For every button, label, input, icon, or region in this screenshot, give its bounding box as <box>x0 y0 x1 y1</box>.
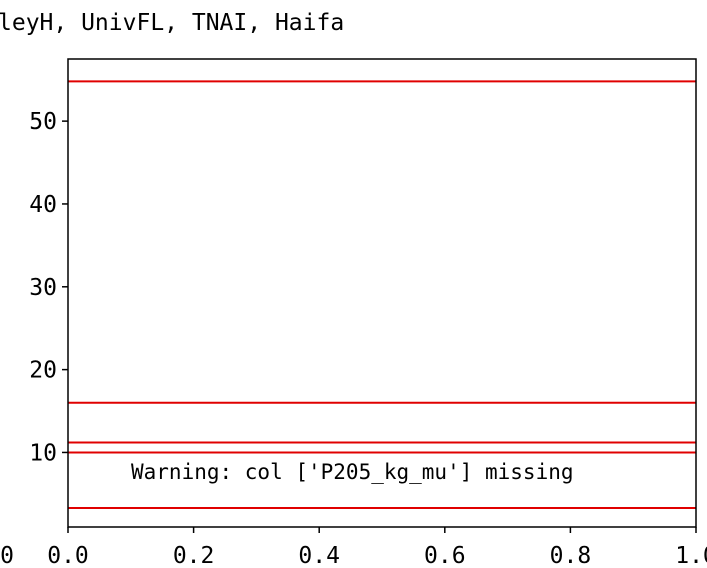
x-tick-label: 0.6 <box>424 543 466 568</box>
reference-lines <box>68 80 696 509</box>
y-tick-label: 40 <box>29 192 57 218</box>
y-tick-label: 30 <box>29 275 57 301</box>
x-tick-label: 0.0 <box>47 543 89 568</box>
x-axis: 0.0 0.2 0.4 0.6 0.8 1.0 <box>47 527 707 568</box>
y-tick-label: 10 <box>29 440 57 466</box>
x-tick-label: 1.0 <box>675 543 707 568</box>
x-tick-label: 0.2 <box>173 543 215 568</box>
x-tick-label: 0.8 <box>550 543 592 568</box>
clipped-tick-label: 0 <box>0 543 14 568</box>
chart-title: leyH, UnivFL, TNAI, Haifa <box>0 10 344 36</box>
plot-frame <box>67 58 697 528</box>
y-axis: 10 20 30 40 50 <box>29 109 68 466</box>
y-tick-label: 50 <box>29 109 57 135</box>
x-tick-label: 0.4 <box>298 543 340 568</box>
warning-annotation: Warning: col ['P205_kg_mu'] missing <box>131 460 574 484</box>
y-tick-label: 20 <box>29 358 57 384</box>
